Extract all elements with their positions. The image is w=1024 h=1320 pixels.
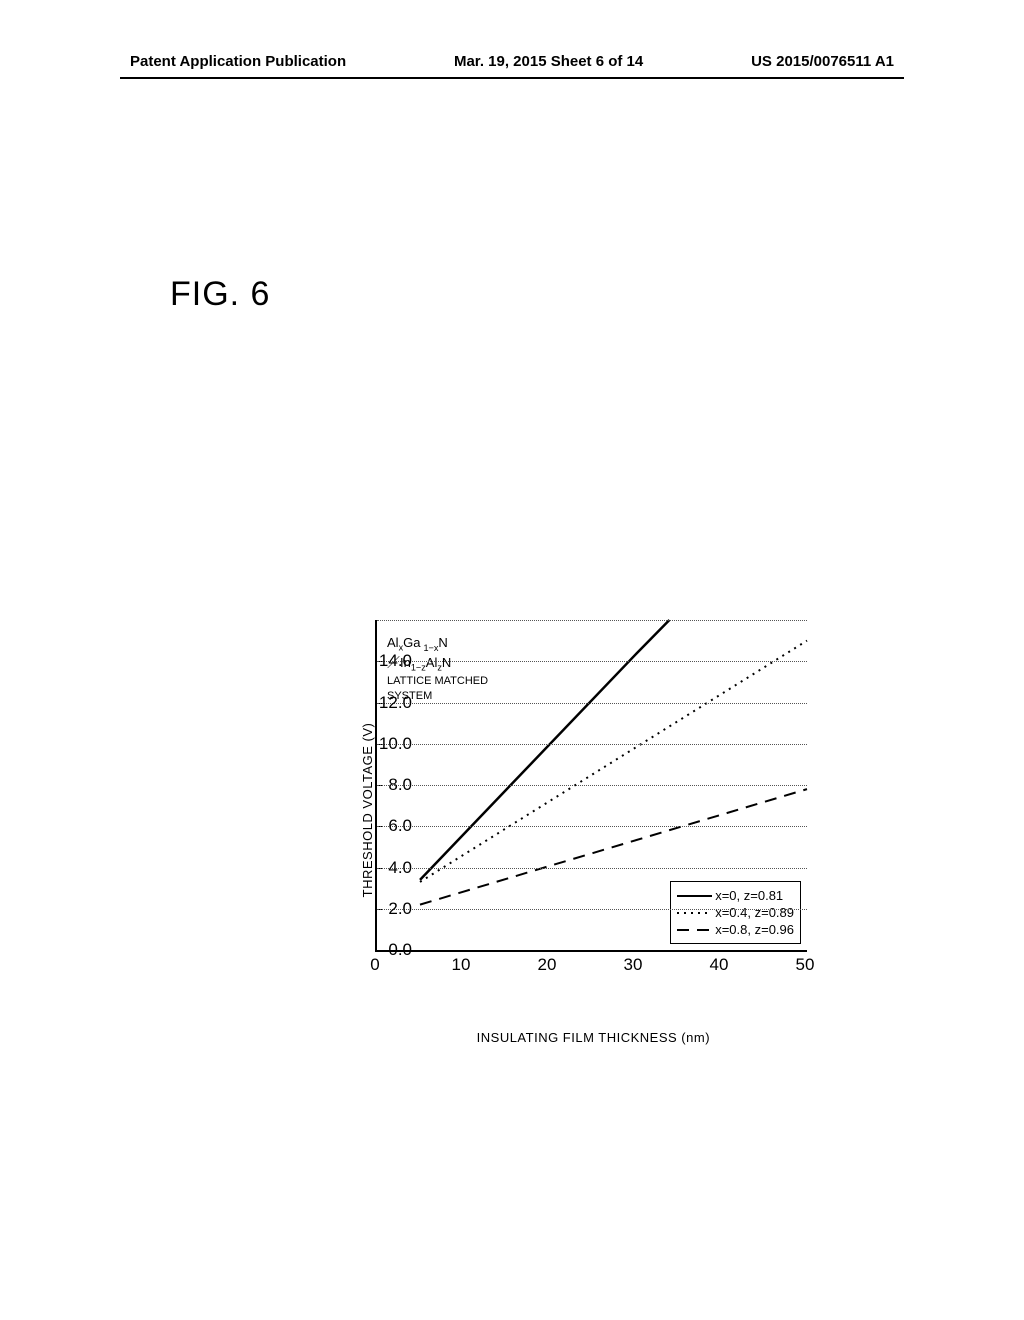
gridline [377,785,807,786]
plot-area: AlxGa1−xN ／In1−zAlzN LATTICE MATCHED SYS… [375,620,807,952]
header-rule [120,77,904,79]
header-right: US 2015/0076511 A1 [751,53,894,70]
y-tick-label: 0.0 [388,940,412,960]
figure-label: FIG. 6 [170,275,270,314]
legend-item: x=0.8, z=0.96 [677,922,794,937]
y-tick-label: 2.0 [388,899,412,919]
legend-label: x=0, z=0.81 [715,888,783,903]
header-center: Mar. 19, 2015 Sheet 6 of 14 [454,53,643,70]
x-tick-label: 30 [624,955,643,975]
y-tick-label: 14.0 [379,651,412,671]
legend: x=0, z=0.81 x=0.4, z=0.89 x=0.8, z=0.96 [670,881,801,944]
x-tick-label: 20 [538,955,557,975]
gridline [377,826,807,827]
gridline [377,661,807,662]
y-tick-label: 8.0 [388,775,412,795]
y-tick-label: 10.0 [379,734,412,754]
y-tick-label: 12.0 [379,693,412,713]
gridline [377,620,807,621]
y-tick-label: 6.0 [388,816,412,836]
legend-label: x=0.8, z=0.96 [715,922,794,937]
gridline [377,909,807,910]
gridline [377,868,807,869]
legend-line-icon [677,891,715,901]
gridline [377,744,807,745]
y-tick-label: 4.0 [388,858,412,878]
x-tick-label: 50 [796,955,815,975]
x-axis-label: INSULATING FILM THICKNESS (nm) [477,1030,710,1045]
header-left: Patent Application Publication [130,53,346,70]
legend-item: x=0, z=0.81 [677,888,794,903]
x-tick-label: 40 [710,955,729,975]
y-axis-label: THRESHOLD VOLTAGE (V) [360,723,375,898]
x-tick-label: 0 [370,955,379,975]
legend-line-icon [677,925,715,935]
legend-label: x=0.4, z=0.89 [715,905,794,920]
y-tick-mark [377,950,383,951]
chart: THRESHOLD VOLTAGE (V) INSULATING FILM TH… [290,620,850,1000]
page-header: Patent Application Publication Mar. 19, … [0,53,1024,70]
x-tick-label: 10 [452,955,471,975]
annotation-line3: LATTICE MATCHED [387,674,488,689]
gridline [377,703,807,704]
legend-item: x=0.4, z=0.89 [677,905,794,920]
